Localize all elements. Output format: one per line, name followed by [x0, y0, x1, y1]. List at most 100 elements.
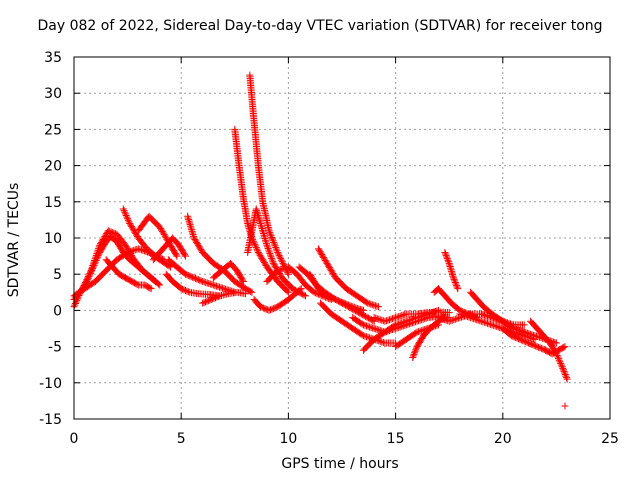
data-point	[365, 300, 373, 308]
data-point	[275, 252, 283, 260]
data-point	[402, 317, 410, 325]
data-point	[159, 229, 167, 237]
y-tick-label: 35	[44, 50, 62, 66]
data-point	[94, 246, 102, 254]
data-point	[212, 282, 220, 290]
data-point	[326, 264, 334, 272]
data-point	[510, 325, 518, 332]
data-point	[396, 319, 404, 327]
data-point	[127, 247, 135, 255]
data-point	[343, 300, 351, 308]
data-point	[467, 314, 475, 322]
data-point	[392, 321, 400, 329]
y-tick-label: 25	[44, 122, 62, 138]
data-point	[276, 253, 284, 261]
data-point	[461, 312, 469, 320]
data-point	[253, 245, 261, 253]
data-point	[122, 243, 130, 251]
data-point	[454, 314, 462, 322]
data-point	[88, 263, 96, 271]
y-tick-label: 20	[44, 159, 62, 175]
data-point	[215, 283, 223, 291]
data-point	[274, 250, 282, 258]
data-point	[554, 353, 562, 361]
data-point	[347, 302, 355, 310]
data-point	[360, 312, 368, 320]
y-tick-label: -10	[39, 376, 62, 392]
data-point	[106, 227, 114, 235]
data-point	[191, 235, 199, 243]
data-point	[491, 315, 499, 323]
data-point	[453, 315, 461, 323]
data-point	[507, 332, 515, 340]
data-point	[82, 277, 90, 285]
data-point	[162, 234, 170, 242]
data-point	[493, 315, 501, 323]
data-point	[534, 333, 542, 341]
data-point	[122, 211, 130, 219]
data-point	[443, 253, 451, 261]
data-point	[266, 230, 274, 238]
data-point	[443, 255, 451, 263]
data-point	[476, 317, 484, 325]
data-point	[442, 250, 450, 258]
data-point	[528, 331, 536, 339]
data-point	[211, 282, 219, 290]
data-point	[560, 367, 568, 375]
data-point	[324, 261, 332, 269]
data-point	[92, 251, 100, 259]
data-point	[370, 325, 378, 332]
data-point	[325, 262, 333, 270]
data-point	[283, 287, 291, 295]
data-point	[186, 272, 194, 280]
data-point	[269, 258, 277, 266]
data-point	[109, 229, 117, 237]
data-point	[212, 294, 220, 302]
data-point	[496, 316, 504, 324]
data-point	[378, 338, 386, 346]
data-point	[412, 329, 420, 337]
data-point	[490, 321, 498, 329]
data-point	[359, 311, 367, 319]
data-point	[449, 274, 457, 282]
data-point	[392, 314, 400, 322]
data-point	[119, 205, 127, 213]
data-point	[184, 271, 192, 279]
data-point	[412, 346, 420, 354]
data-point	[445, 258, 453, 266]
data-point	[384, 316, 392, 324]
data-point	[416, 327, 424, 335]
data-point	[520, 337, 528, 345]
data-point	[310, 277, 318, 285]
data-point	[404, 317, 412, 325]
data-point	[124, 215, 132, 223]
data-point	[379, 338, 387, 346]
data-point	[200, 278, 208, 286]
data-point	[434, 314, 442, 322]
grid	[74, 57, 610, 419]
data-point	[296, 286, 304, 294]
data-point	[125, 248, 133, 256]
data-point	[191, 274, 199, 282]
data-point	[327, 267, 335, 275]
data-point	[81, 279, 89, 287]
data-point	[85, 271, 93, 279]
data-point	[102, 231, 110, 239]
data-point	[368, 301, 376, 309]
data-point	[369, 324, 377, 332]
data-point	[96, 241, 104, 249]
data-point	[561, 369, 569, 377]
data-point	[359, 332, 367, 340]
data-point	[267, 253, 275, 261]
data-point	[297, 285, 305, 293]
data-point	[396, 312, 404, 320]
data-point	[131, 228, 139, 236]
data-point	[488, 321, 496, 329]
data-point	[257, 253, 265, 261]
data-point	[280, 265, 288, 273]
data-point	[101, 233, 109, 241]
data-point	[468, 314, 476, 322]
data-point	[448, 316, 456, 324]
data-point	[206, 296, 214, 304]
data-point	[261, 305, 269, 313]
